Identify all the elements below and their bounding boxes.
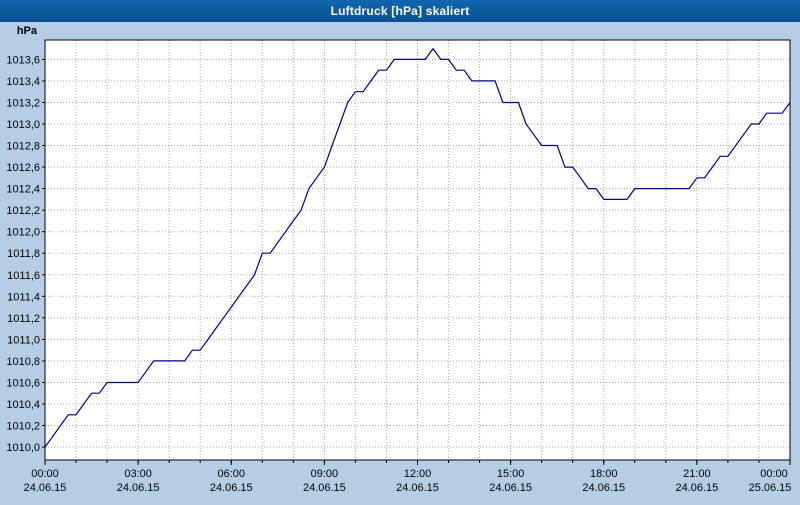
x-tick-date-label: 24.06.15 — [675, 482, 718, 494]
y-tick-label: 1013,0 — [6, 119, 40, 131]
x-tick-date-label: 24.06.15 — [24, 482, 67, 494]
pressure-series-line — [44, 48, 791, 448]
x-tick-date-label: 24.06.15 — [117, 482, 160, 494]
y-tick-label: 1012,2 — [6, 205, 40, 217]
y-tick-label: 1011,8 — [7, 248, 40, 260]
window-title-bar: Luftdruck [hPa] skaliert — [0, 0, 800, 22]
x-tick-time-label: 12:00 — [404, 468, 432, 480]
x-tick-time-label: 21:00 — [683, 468, 711, 480]
x-tick-date-label: 24.06.15 — [582, 482, 625, 494]
x-tick-time-label: 03:00 — [124, 468, 152, 480]
x-tick-time-label: 09:00 — [311, 468, 339, 480]
x-tick-time-label: 06:00 — [217, 468, 245, 480]
y-tick-label: 1012,0 — [6, 227, 40, 239]
y-tick-label: 1011,2 — [7, 313, 40, 325]
y-tick-label: 1011,6 — [7, 270, 40, 282]
y-tick-label: 1013,4 — [6, 76, 40, 88]
y-axis-unit-label: hPa — [17, 25, 38, 37]
x-tick-time-label: 15:00 — [497, 468, 525, 480]
y-tick-label: 1010,4 — [6, 399, 40, 411]
y-tick-label: 1013,6 — [6, 54, 40, 66]
y-tick-label: 1010,6 — [6, 377, 40, 389]
pressure-line-chart: 1010,0 1010,2 1010,4 1010,6 1010,8 1011,0 1011… — [0, 22, 800, 500]
x-tick-time-label: 00:00 — [760, 468, 788, 480]
x-tick-date-label: 25.06.15 — [749, 482, 792, 494]
x-tick-date-label: 24.06.15 — [396, 482, 439, 494]
y-tick-label: 1010,8 — [6, 356, 40, 368]
y-tick-label: 1010,0 — [6, 442, 40, 454]
x-tick-time-label: 18:00 — [590, 468, 618, 480]
y-tick-label: 1012,4 — [6, 184, 40, 196]
y-tick-label: 1013,2 — [6, 97, 40, 109]
x-tick-date-label: 24.06.15 — [303, 482, 346, 494]
x-tick-date-label: 24.06.15 — [210, 482, 253, 494]
y-tick-label: 1010,2 — [6, 421, 40, 433]
y-tick-label: 1012,8 — [6, 141, 40, 153]
chart-title: Luftdruck [hPa] skaliert — [330, 4, 470, 18]
x-tick-date-label: 24.06.15 — [489, 482, 532, 494]
y-tick-label: 1011,0 — [7, 334, 40, 346]
y-tick-label: 1012,6 — [6, 162, 40, 174]
chart-canvas: 1010,0 1010,2 1010,4 1010,6 1010,8 1011,0 1011… — [6, 25, 792, 494]
y-tick-label: 1011,4 — [7, 291, 40, 303]
x-tick-time-label: 00:00 — [31, 468, 59, 480]
